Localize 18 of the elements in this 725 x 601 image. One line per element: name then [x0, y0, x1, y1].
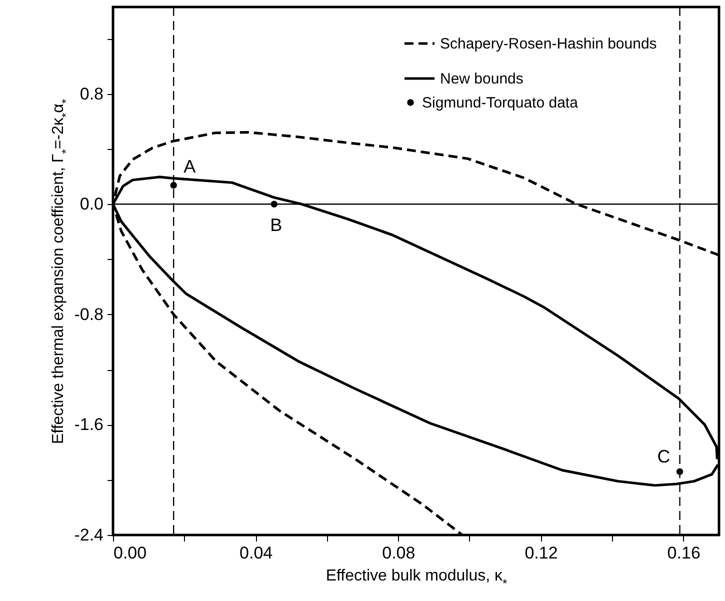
x-axis-title: Effective bulk modulus, κ$_{*}$	[326, 568, 508, 590]
y-tick-label: -1.6	[74, 415, 104, 434]
x-tick-label: 0.08	[382, 544, 416, 562]
annotation: C	[657, 446, 670, 467]
x-tick-label: 0.04	[240, 544, 273, 562]
y-tick-label: 0.0	[80, 194, 104, 214]
x-tick-label: 0.00	[114, 544, 147, 562]
y-tick-label: -2.4	[74, 526, 104, 544]
y-tick-label: -0.8	[74, 304, 104, 324]
x-tick-label: 0.16	[667, 544, 700, 562]
legend-label: Sigmund-Torquato data	[422, 94, 579, 112]
legend-label: Schapery-Rosen-Hashin bounds	[440, 36, 657, 52]
annotation: A	[184, 156, 196, 176]
legend-label: New bounds	[440, 70, 524, 88]
annotation: B	[270, 215, 282, 236]
point	[170, 182, 177, 189]
x-tick-label: 0.12	[524, 544, 558, 562]
y-tick-label: 0.8	[80, 84, 104, 104]
